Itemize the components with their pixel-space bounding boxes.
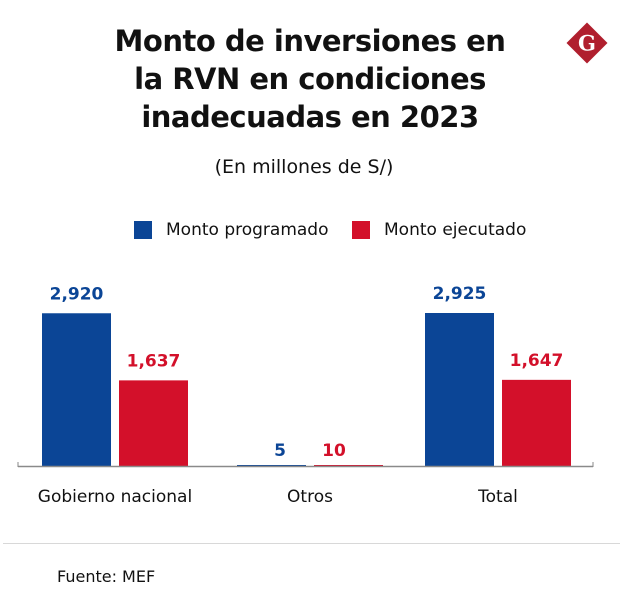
- legend-label-programado: Monto programado: [166, 220, 329, 240]
- bar-ejecutado-1: [314, 465, 383, 466]
- bar-programado-1: [237, 465, 306, 466]
- bar-programado-2: [425, 313, 494, 466]
- chart-subtitle: (En millones de S/): [0, 156, 620, 178]
- x-tick-label-0: Gobierno nacional: [38, 487, 192, 507]
- legend-label-ejecutado: Monto ejecutado: [384, 220, 527, 240]
- bar-ejecutado-0: [119, 380, 188, 466]
- chart-title-line-1: Monto de inversiones en: [114, 24, 506, 58]
- footer-divider: [3, 543, 620, 544]
- data-label-programado-1: 5: [274, 441, 286, 461]
- data-label-ejecutado-0: 1,637: [127, 351, 181, 371]
- legend-swatch-programado: [134, 221, 152, 239]
- data-label-ejecutado-1: 10: [322, 441, 346, 461]
- chart-title: Monto de inversiones en la RVN en condic…: [0, 22, 620, 136]
- data-label-programado-2: 2,925: [433, 284, 487, 304]
- logo-letter: G: [578, 31, 596, 56]
- data-label-ejecutado-2: 1,647: [510, 351, 564, 371]
- legend-swatch-ejecutado: [352, 221, 370, 239]
- source-note: Fuente: MEF: [57, 567, 156, 586]
- x-tick-label-2: Total: [477, 487, 518, 507]
- chart-subtitle-text: (En millones de S/): [214, 156, 394, 178]
- legend-item-ejecutado: Monto ejecutado: [352, 220, 526, 240]
- x-tick-label-1: Otros: [287, 487, 333, 507]
- chart-title-line-3: inadecuadas en 2023: [141, 100, 479, 134]
- legend: Monto programado Monto ejecutado: [0, 220, 620, 244]
- bar-ejecutado-2: [502, 379, 571, 466]
- chart-title-line-2: la RVN en condiciones: [134, 62, 486, 96]
- data-label-programado-0: 2,920: [50, 284, 104, 304]
- bar-programado-0: [42, 313, 111, 466]
- brand-logo-icon: G: [566, 22, 608, 64]
- legend-item-programado: Monto programado: [134, 220, 329, 240]
